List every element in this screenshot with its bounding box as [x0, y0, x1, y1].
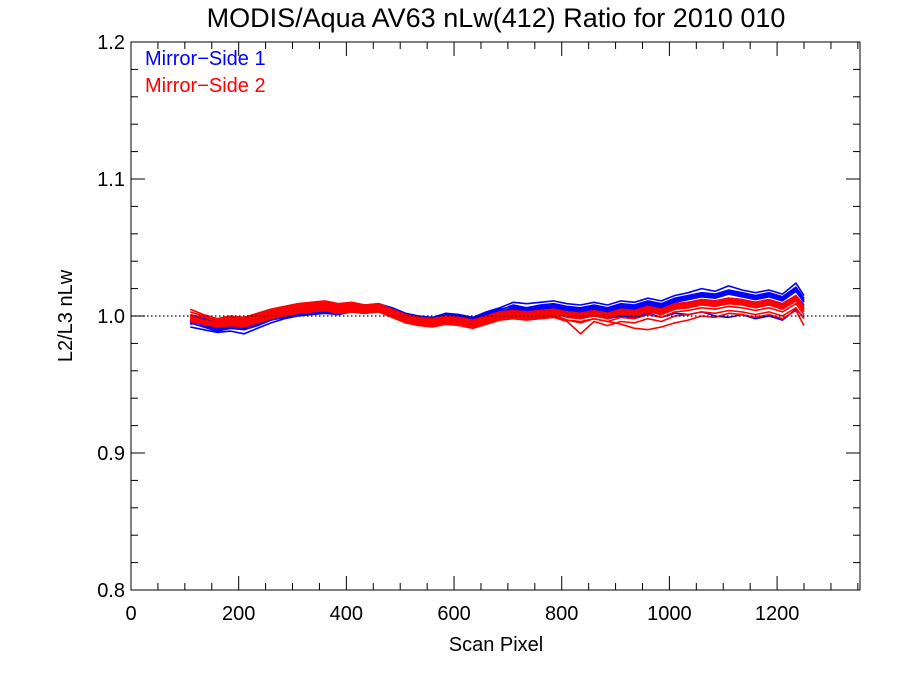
series-line-9	[189, 298, 805, 324]
y-tick-label: 1.2	[97, 32, 125, 54]
series-line-8	[189, 294, 805, 321]
series-line-15	[190, 308, 805, 331]
y-tick-label: 0.8	[97, 580, 125, 602]
x-axis-ticks: 0 200 400 600 800 1000 1200	[125, 42, 859, 625]
y-axis-ticks: 0.8 0.9 1.0 1.1 1.2	[97, 32, 860, 602]
legend-entry-1: Mirror−Side 1	[145, 48, 266, 70]
series-line-13	[190, 297, 805, 323]
legend-entry-2: Mirror−Side 2	[145, 75, 266, 97]
series-line-12	[190, 306, 805, 335]
y-axis-label: L2/L3 nLw	[55, 269, 77, 362]
x-axis-label: Scan Pixel	[449, 634, 544, 656]
x-tick-label: 1000	[647, 603, 692, 625]
x-tick-label: 200	[222, 603, 255, 625]
y-tick-label: 1.1	[97, 169, 125, 191]
y-tick-label: 0.9	[97, 443, 125, 465]
x-tick-label: 0	[125, 603, 136, 625]
x-tick-label: 1200	[755, 603, 800, 625]
x-tick-label: 400	[330, 603, 363, 625]
chart-title: MODIS/Aqua AV63 nLw(412) Ratio for 2010 …	[207, 3, 786, 33]
series-group	[189, 282, 805, 335]
series-line-10	[189, 302, 805, 327]
x-tick-label: 800	[545, 603, 578, 625]
legend: Mirror−Side 1 Mirror−Side 2	[145, 48, 266, 97]
x-tick-label: 600	[437, 603, 470, 625]
y-tick-label: 1.0	[97, 306, 125, 328]
